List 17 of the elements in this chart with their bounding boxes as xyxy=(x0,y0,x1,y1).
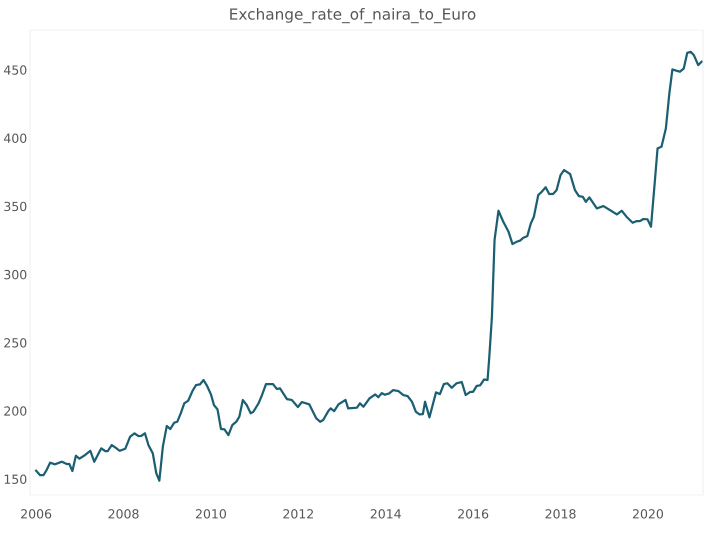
y-tick-label: 200 xyxy=(4,406,26,416)
y-tick-label: 300 xyxy=(4,270,26,280)
y-tick-label: 250 xyxy=(4,338,26,348)
line-series xyxy=(35,50,703,482)
y-tick-label: 350 xyxy=(4,202,26,212)
x-tick-label: 2016 xyxy=(458,509,488,519)
x-tick-label: 2020 xyxy=(632,509,664,519)
y-tick-label: 400 xyxy=(4,134,26,143)
x-tick-label: 2018 xyxy=(546,509,576,519)
y-tick-label: 150 xyxy=(4,474,26,484)
x-tick-label: 2014 xyxy=(370,509,401,519)
chart-title: Exchange_rate_of_naira_to_Euro xyxy=(230,8,476,24)
x-tick-label: 2012 xyxy=(283,509,313,519)
x-tick-label: 2010 xyxy=(196,509,226,519)
x-tick-label: 2006 xyxy=(21,509,52,519)
x-tick-label: 2008 xyxy=(108,509,139,519)
y-tick-label: 450 xyxy=(4,65,26,75)
